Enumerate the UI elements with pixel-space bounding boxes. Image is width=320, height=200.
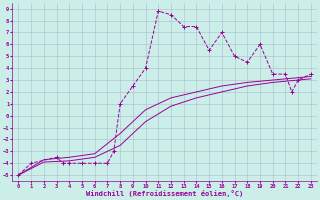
X-axis label: Windchill (Refroidissement éolien,°C): Windchill (Refroidissement éolien,°C) — [86, 190, 243, 197]
